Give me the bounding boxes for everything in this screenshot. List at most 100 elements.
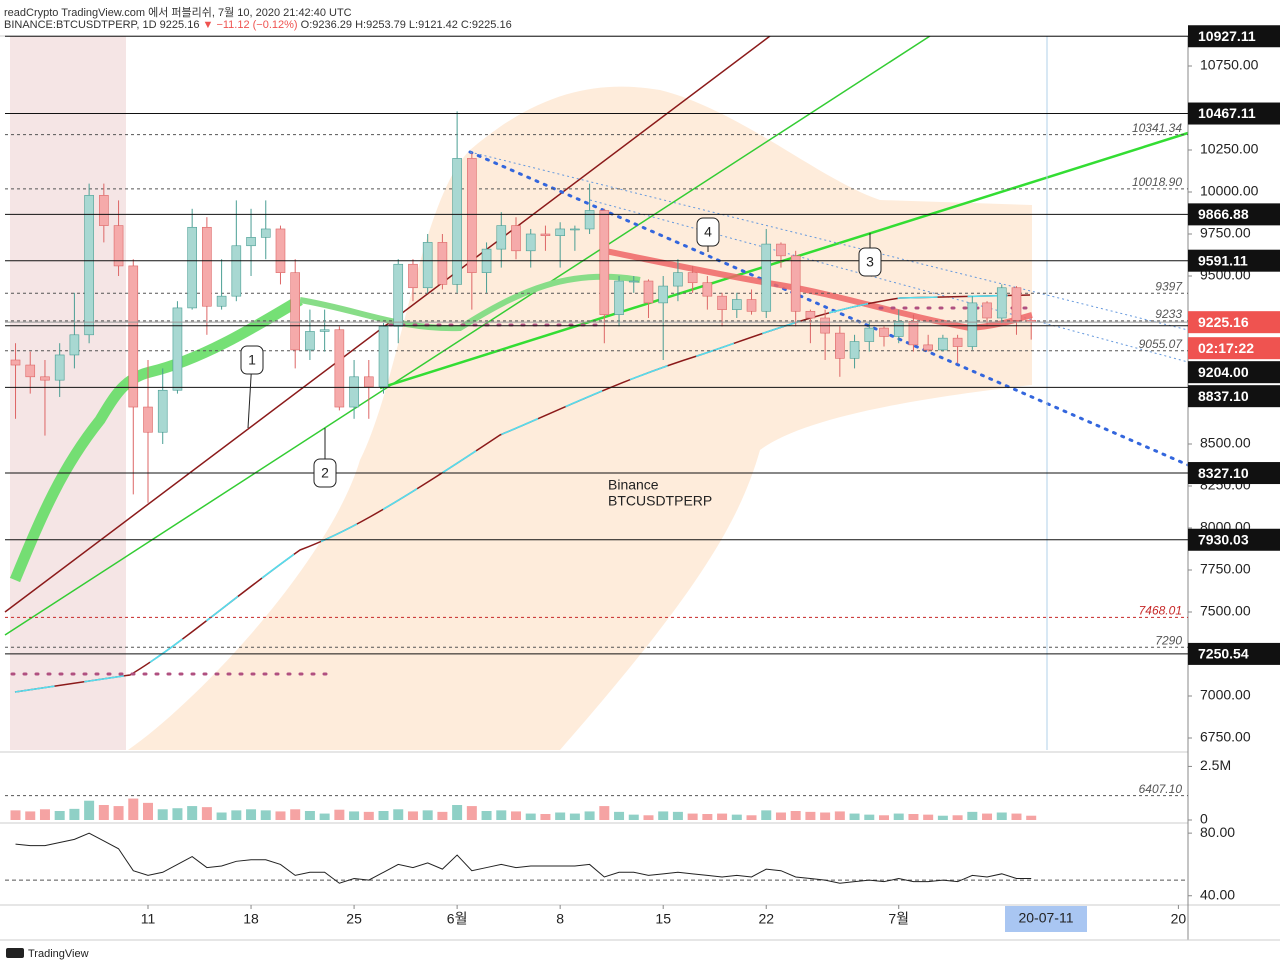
candle-body [849, 341, 860, 359]
candle-body [10, 359, 21, 366]
candle-body [982, 302, 992, 319]
ohlc-high: H:9253.79 [355, 19, 406, 31]
candle-body [923, 344, 933, 351]
candle-body [363, 376, 374, 388]
candle-body [511, 225, 521, 252]
x-tick-label: 25 [346, 911, 362, 927]
volume-bar [790, 811, 801, 820]
level-label: 9055.07 [1139, 337, 1184, 351]
x-tick-label: 8 [556, 911, 564, 927]
y-tick-label: 10250.00 [1200, 141, 1259, 157]
volume-bar [275, 811, 286, 820]
volume-bar [952, 815, 963, 820]
candle-body [879, 327, 889, 337]
volume-bar [511, 811, 521, 820]
callout-box [313, 458, 337, 488]
price-label-box [1188, 642, 1280, 665]
symbol-line: BINANCE:BTCUSDTPERP, 1D 9225.16 ▼ −11.12… [4, 19, 512, 31]
candle-body [260, 228, 271, 238]
ma-ribbon [299, 273, 641, 332]
price-label-box [1188, 361, 1280, 384]
candle-body [231, 245, 242, 297]
volume-bar [378, 811, 389, 820]
level-label: 10018.90 [1132, 175, 1182, 189]
volume-bar [231, 810, 242, 820]
candle-body [496, 225, 507, 250]
candle-body [687, 272, 698, 284]
candle-body [54, 354, 65, 381]
price-label: 9866.88 [1198, 206, 1249, 222]
y-tick-label: 8500.00 [1200, 435, 1251, 451]
level-label: 10341.34 [1132, 121, 1182, 135]
symbol: BINANCE:BTCUSDTPERP, 1D [4, 19, 157, 31]
volume-bar [172, 808, 183, 820]
candle-body [40, 376, 50, 381]
volume-bar [481, 811, 492, 820]
candle-body [334, 329, 345, 408]
candle-body [25, 364, 36, 378]
price-label: 8327.10 [1198, 465, 1249, 481]
x-tick-label: 20 [1171, 911, 1187, 927]
callout-box [696, 217, 720, 247]
volume-bar [25, 811, 36, 820]
candle-body [805, 310, 816, 319]
candle-body [599, 210, 610, 315]
volume-bar [879, 815, 889, 820]
volume-bar [540, 814, 551, 820]
brand: TradingView [28, 948, 89, 960]
volume-bar [834, 811, 845, 820]
volume-bar [908, 814, 919, 820]
volume-bar [658, 811, 669, 820]
candle-body [893, 321, 904, 337]
volume-bar [54, 811, 65, 820]
ohlc-low: L:9121.42 [408, 19, 458, 31]
volume-bar [201, 807, 212, 820]
price-label: 8837.10 [1198, 388, 1249, 404]
candle-body [702, 282, 713, 297]
volume-bar [525, 813, 536, 820]
level-label: 9397 [1155, 279, 1183, 293]
rsi-tick-label: 40.00 [1200, 886, 1235, 902]
candle-body [1011, 287, 1022, 321]
ma-ribbon [9, 295, 303, 583]
candle-body [525, 233, 536, 252]
candle-body [938, 337, 948, 351]
price-label-box [1188, 203, 1280, 226]
countdown-box [1188, 337, 1280, 360]
x-tick-label: 6월 [447, 911, 468, 927]
volume-bar [717, 813, 728, 820]
volume-bar [496, 810, 507, 820]
y-tick-label: 7750.00 [1200, 561, 1251, 577]
candle-body [673, 272, 683, 287]
volume-bar [555, 812, 566, 820]
level-label: 7290 [1155, 633, 1182, 647]
y-tick-label: 6750.00 [1200, 729, 1251, 745]
candle-body [99, 195, 109, 226]
volume-bar [157, 809, 168, 820]
y-tick-label: 7000.00 [1200, 687, 1251, 703]
price-label: 9591.11 [1198, 252, 1248, 268]
candle-body [113, 225, 124, 267]
volume-bar [10, 810, 21, 820]
candle-body [290, 272, 301, 351]
volume-bar [687, 813, 698, 820]
dot-line [388, 306, 1032, 327]
volume-bar [69, 808, 80, 820]
volume-bar [393, 809, 404, 820]
price-label: 10467.11 [1198, 105, 1256, 121]
candle-body [128, 265, 139, 408]
annotation: BTCUSDTPERP [608, 493, 712, 509]
volume-bar [349, 811, 360, 820]
callout-label: 3 [866, 254, 874, 270]
y-tick-label: 10000.00 [1200, 183, 1259, 199]
trendline [589, 199, 1189, 363]
x-tick-label: 15 [655, 911, 671, 927]
candle-body [540, 233, 551, 236]
x-tick-label: 11 [141, 911, 156, 927]
candle-body [790, 255, 801, 312]
candle-body [467, 158, 477, 273]
candle-body [408, 263, 418, 289]
volume-bar [84, 800, 95, 820]
volume-bar [702, 814, 713, 820]
candle-body [628, 280, 639, 283]
